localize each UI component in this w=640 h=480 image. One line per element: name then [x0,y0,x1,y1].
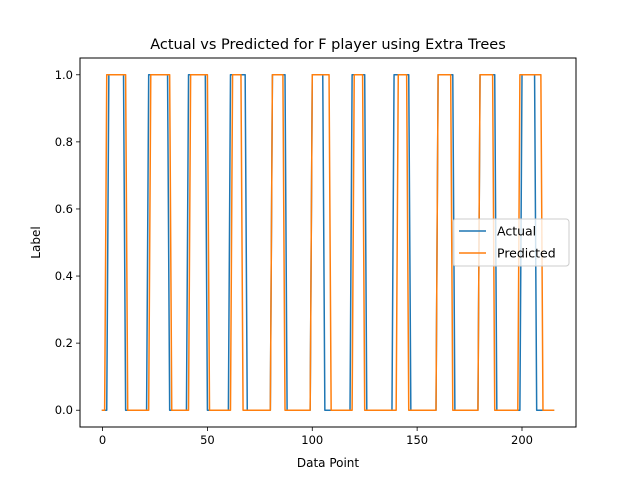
legend: Actual Predicted [452,218,570,267]
plot-frame [79,57,577,428]
legend-label: Actual [497,224,536,239]
legend-label: Predicted [497,246,556,261]
x-tick-label: 150 [406,433,428,447]
chart-title: Actual vs Predicted for F player using E… [150,37,506,53]
y-tick-label: 0.2 [55,336,73,350]
y-tick-label: 0.6 [55,202,73,216]
x-axis-label: Data Point [297,456,360,470]
y-tick-label: 0.0 [55,403,73,417]
y-tick-label: 0.8 [55,135,73,149]
y-tick-label: 0.4 [55,269,73,283]
x-tick-label: 0 [99,433,106,447]
x-tick-label: 50 [200,433,215,447]
y-tick-label: 1.0 [55,68,73,82]
x-axis-ticks: 0 50 100 150 200 [99,427,533,447]
x-tick-label: 100 [301,433,323,447]
x-tick-label: 200 [511,433,533,447]
y-axis-label: Label [29,226,43,258]
y-axis-ticks: 0.0 0.2 0.4 0.6 0.8 1.0 [55,68,80,417]
